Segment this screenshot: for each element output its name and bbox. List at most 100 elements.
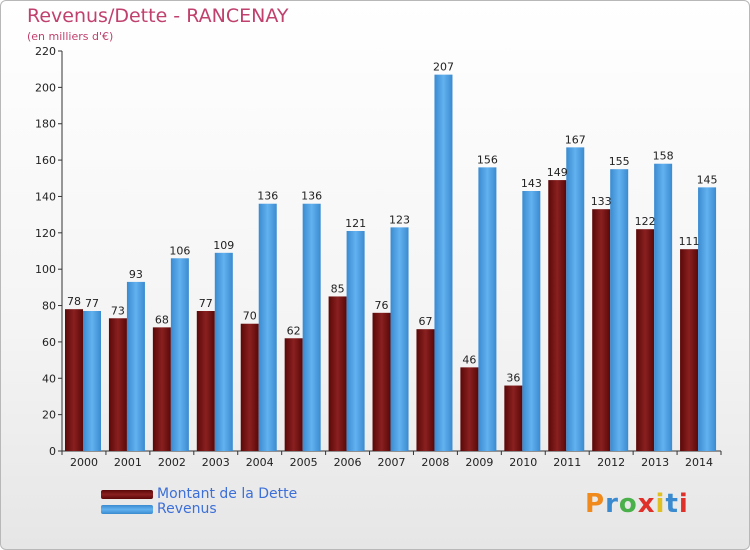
- data-label: 111: [679, 235, 700, 248]
- data-label: 85: [331, 282, 345, 295]
- bar-dette: [372, 312, 391, 451]
- x-tick-label: 2004: [246, 456, 274, 469]
- bar-dette: [416, 329, 435, 451]
- legend-label-revenus: Revenus: [157, 501, 217, 517]
- logo-letter: o: [618, 489, 638, 519]
- bar-revenus: [478, 167, 497, 451]
- logo-letter: P: [585, 489, 606, 519]
- chart-subtitle: (en milliers d'€): [27, 30, 114, 43]
- bar-dette: [65, 309, 83, 451]
- data-label: 36: [506, 372, 520, 385]
- logo-letter: r: [605, 489, 619, 519]
- data-label: 123: [389, 213, 410, 226]
- data-label: 62: [287, 324, 301, 337]
- x-tick-label: 2012: [597, 456, 625, 469]
- data-label: 136: [301, 190, 322, 203]
- data-label: 121: [345, 217, 366, 230]
- proxiti-logo: Proxiti: [585, 489, 689, 519]
- bar-revenus: [522, 191, 541, 451]
- y-tick-label: 120: [35, 227, 56, 240]
- data-label: 106: [169, 244, 190, 257]
- bar-dette: [680, 249, 699, 451]
- chart-title: Revenus/Dette - RANCENAY: [27, 5, 289, 27]
- data-label: 46: [462, 353, 476, 366]
- x-tick-label: 2000: [70, 456, 98, 469]
- bar-revenus: [390, 227, 409, 451]
- data-label: 77: [85, 297, 99, 310]
- data-label: 93: [129, 268, 143, 281]
- data-label: 207: [433, 61, 454, 74]
- y-tick-label: 0: [49, 445, 56, 458]
- bar-dette: [636, 229, 655, 451]
- x-tick-label: 2013: [641, 456, 669, 469]
- y-tick-label: 160: [35, 154, 56, 167]
- y-tick-label: 100: [35, 263, 56, 276]
- data-label: 109: [213, 239, 234, 252]
- bar-dette: [504, 385, 523, 451]
- x-tick-label: 2001: [114, 456, 142, 469]
- y-tick-label: 80: [42, 300, 56, 313]
- data-label: 70: [243, 310, 257, 323]
- x-tick-label: 2014: [685, 456, 713, 469]
- x-tick-label: 2008: [421, 456, 449, 469]
- bar-revenus: [170, 258, 189, 451]
- bar-dette: [196, 311, 215, 451]
- x-tick-label: 2010: [509, 456, 537, 469]
- y-tick-label: 200: [35, 81, 56, 94]
- x-tick-label: 2006: [334, 456, 362, 469]
- logo-letter: t: [665, 489, 679, 519]
- bar-revenus: [214, 252, 233, 451]
- bars: [65, 74, 717, 452]
- bar-dette: [240, 323, 259, 451]
- bar-dette: [108, 318, 127, 451]
- legend-label-debt: Montant de la Dette: [157, 486, 298, 502]
- y-tick-label: 40: [42, 372, 56, 385]
- y-tick-label: 60: [42, 336, 56, 349]
- data-label: 167: [565, 133, 586, 146]
- data-label: 67: [418, 315, 432, 328]
- bar-revenus: [346, 231, 365, 451]
- data-label: 68: [155, 313, 169, 326]
- bar-dette: [548, 180, 567, 451]
- bar-dette: [284, 338, 303, 451]
- bar-revenus: [434, 74, 453, 452]
- data-label: 122: [635, 215, 656, 228]
- data-label: 149: [547, 166, 568, 179]
- legend-swatch-debt: [101, 490, 153, 499]
- data-label: 133: [591, 195, 612, 208]
- bar-revenus: [566, 147, 585, 451]
- x-tick-label: 2007: [378, 456, 406, 469]
- logo-letter: i: [678, 489, 689, 519]
- x-tick-label: 2009: [465, 456, 493, 469]
- x-tick-label: 2003: [202, 456, 230, 469]
- x-tick-label: 2005: [290, 456, 318, 469]
- y-tick-label: 180: [35, 118, 56, 131]
- bar-revenus: [610, 169, 629, 451]
- bar-revenus: [698, 187, 717, 451]
- data-label: 73: [111, 304, 125, 317]
- data-labels: 78 77 73 93 68 106 77 109 70 136 62 136 85 121 76 123 67…: [67, 61, 718, 385]
- data-label: 77: [199, 297, 213, 310]
- y-tick-label: 20: [42, 409, 56, 422]
- bar-dette: [152, 327, 171, 451]
- bar-dette: [328, 296, 347, 451]
- x-tick-label: 2002: [158, 456, 186, 469]
- data-label: 156: [477, 153, 498, 166]
- data-label: 78: [67, 295, 81, 308]
- bar-revenus: [654, 163, 673, 451]
- legend-swatch-revenus: [101, 505, 153, 514]
- data-label: 136: [257, 190, 278, 203]
- data-label: 158: [653, 150, 674, 163]
- y-tick-label: 140: [35, 190, 56, 203]
- bar-dette: [460, 367, 479, 451]
- data-label: 143: [521, 177, 542, 190]
- data-label: 76: [375, 299, 389, 312]
- data-label: 155: [609, 155, 630, 168]
- x-tick-label: 2011: [553, 456, 581, 469]
- y-tick-label: 220: [35, 45, 56, 58]
- data-label: 145: [697, 173, 718, 186]
- bar-dette: [592, 209, 611, 451]
- bar-revenus: [126, 281, 145, 451]
